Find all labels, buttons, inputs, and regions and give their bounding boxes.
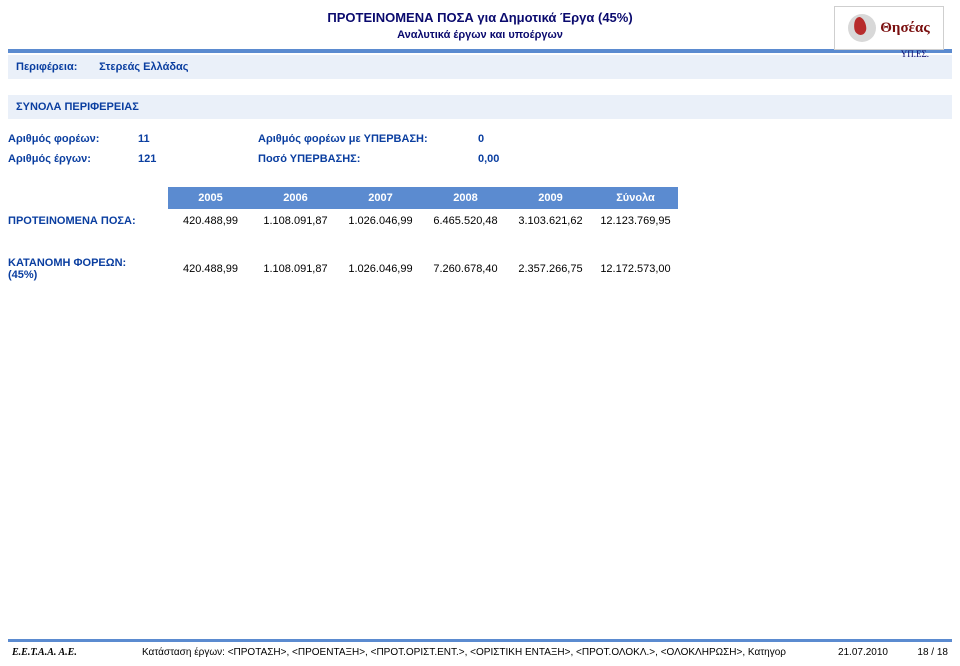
stats-label: Ποσό ΥΠΕΡΒΑΣΗΣ: bbox=[258, 153, 478, 165]
row-label: ΚΑΤΑΝΟΜΗ ΦΟΡΕΩΝ: (45%) bbox=[8, 257, 168, 281]
footer-date: 21.07.2010 bbox=[788, 647, 888, 658]
stats-value: 0 bbox=[478, 133, 598, 145]
cell: 6.465.520,48 bbox=[423, 215, 508, 227]
stats-label: Αριθμός φορέων με ΥΠΕΡΒΑΣΗ: bbox=[258, 133, 478, 145]
cell: 420.488,99 bbox=[168, 215, 253, 227]
region-value: Στερεάς Ελλάδας bbox=[99, 61, 188, 73]
table-row: ΠΡΟΤΕΙΝΟΜΕΝΑ ΠΟΣΑ: 420.488,99 1.108.091,… bbox=[8, 215, 952, 227]
footer-org: Ε.Ε.Τ.Α.Α. Α.Ε. bbox=[12, 647, 142, 658]
stats-row-1: Αριθμός φορέων: 11 Αριθμός φορέων με ΥΠΕ… bbox=[8, 133, 952, 145]
region-label: Περιφέρεια: bbox=[16, 61, 96, 73]
footer-page: 18 / 18 bbox=[888, 647, 948, 658]
logo-subtext: ΥΠ.ΕΣ. bbox=[901, 49, 929, 59]
year-col: 2007 bbox=[338, 187, 423, 209]
stats-label: Αριθμός φορέων: bbox=[8, 133, 138, 145]
cell: 7.260.678,40 bbox=[423, 263, 508, 275]
cell: 420.488,99 bbox=[168, 263, 253, 275]
stats-row-2: Αριθμός έργων: 121 Ποσό ΥΠΕΡΒΑΣΗΣ: 0,00 bbox=[8, 153, 952, 165]
stats-block: Αριθμός φορέων: 11 Αριθμός φορέων με ΥΠΕ… bbox=[8, 133, 952, 165]
cell: 1.108.091,87 bbox=[253, 263, 338, 275]
footer-status: Κατάσταση έργων: <ΠΡΟΤΑΣΗ>, <ΠΡΟΕΝΤΑΞΗ>,… bbox=[142, 647, 788, 658]
divider-top bbox=[8, 49, 952, 53]
cell: 3.103.621,62 bbox=[508, 215, 593, 227]
page-title-2: Αναλυτικά έργων και υποέργων bbox=[0, 29, 960, 41]
year-col: 2009 bbox=[508, 187, 593, 209]
page-title-1: ΠΡΟΤΕΙΝΟΜΕΝΑ ΠΟΣΑ για Δημοτικά Έργα (45%… bbox=[0, 10, 960, 25]
cell: 12.123.769,95 bbox=[593, 215, 678, 227]
table-row: ΚΑΤΑΝΟΜΗ ΦΟΡΕΩΝ: (45%) 420.488,99 1.108.… bbox=[8, 257, 952, 281]
year-col: 2005 bbox=[168, 187, 253, 209]
flame-icon bbox=[848, 14, 876, 42]
row-label-text: ΚΑΤΑΝΟΜΗ ΦΟΡΕΩΝ: bbox=[8, 257, 126, 269]
section-header: ΣΥΝΟΛΑ ΠΕΡΙΦΕΡΕΙΑΣ bbox=[8, 95, 952, 119]
cell: 1.026.046,99 bbox=[338, 263, 423, 275]
cell: 2.357.266,75 bbox=[508, 263, 593, 275]
stats-value: 0,00 bbox=[478, 153, 598, 165]
year-col: Σύνολα bbox=[593, 187, 678, 209]
stats-value: 11 bbox=[138, 133, 258, 145]
year-header: 2005 2006 2007 2008 2009 Σύνολα bbox=[168, 187, 678, 209]
cell: 1.108.091,87 bbox=[253, 215, 338, 227]
logo-text: Θησέας bbox=[880, 20, 929, 37]
year-col: 2008 bbox=[423, 187, 508, 209]
stats-label: Αριθμός έργων: bbox=[8, 153, 138, 165]
stats-value: 121 bbox=[138, 153, 258, 165]
row-label-sub: (45%) bbox=[8, 269, 168, 281]
footer: Ε.Ε.Τ.Α.Α. Α.Ε. Κατάσταση έργων: <ΠΡΟΤΑΣ… bbox=[8, 639, 952, 666]
year-col: 2006 bbox=[253, 187, 338, 209]
data-table: 2005 2006 2007 2008 2009 Σύνολα ΠΡΟΤΕΙΝΟ… bbox=[8, 187, 952, 281]
cell: 12.172.573,00 bbox=[593, 263, 678, 275]
logo: Θησέας ΥΠ.ΕΣ. bbox=[834, 6, 944, 50]
region-bar: Περιφέρεια: Στερεάς Ελλάδας bbox=[8, 55, 952, 79]
cell: 1.026.046,99 bbox=[338, 215, 423, 227]
row-label: ΠΡΟΤΕΙΝΟΜΕΝΑ ΠΟΣΑ: bbox=[8, 215, 168, 227]
